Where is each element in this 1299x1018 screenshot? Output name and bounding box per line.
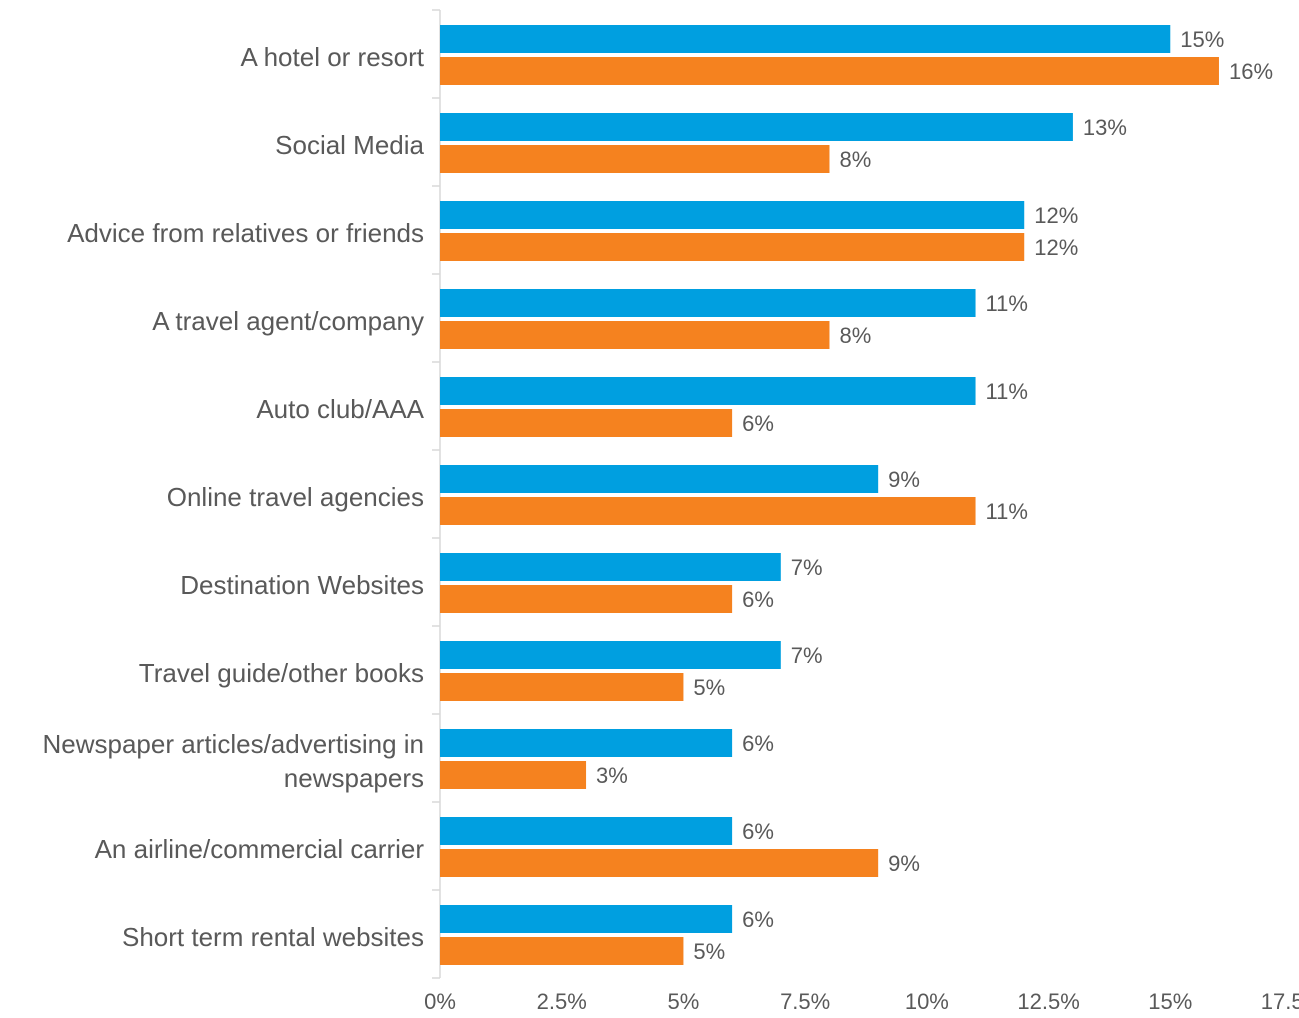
- x-tick-label: 17.5%: [1261, 989, 1299, 1014]
- bar: [440, 905, 733, 933]
- value-label: 6%: [742, 819, 774, 844]
- bar: [440, 761, 587, 789]
- value-label: 5%: [693, 939, 725, 964]
- bar: [440, 729, 733, 757]
- bar: [440, 641, 781, 669]
- category-label: Travel guide/other books: [138, 658, 424, 688]
- bar: [440, 553, 781, 581]
- value-label: 11%: [986, 379, 1028, 404]
- value-label: 15%: [1180, 27, 1224, 52]
- x-tick-label: 10%: [905, 989, 949, 1014]
- x-tick-label: 0%: [424, 989, 456, 1014]
- bar: [440, 25, 1171, 53]
- category-label: A hotel or resort: [240, 42, 424, 72]
- value-label: 9%: [888, 467, 920, 492]
- value-label: 16%: [1229, 59, 1273, 84]
- category-label: A travel agent/company: [152, 306, 424, 336]
- bar: [440, 233, 1025, 261]
- bar: [440, 849, 879, 877]
- value-label: 6%: [742, 411, 774, 436]
- value-label: 5%: [693, 675, 725, 700]
- category-label: Online travel agencies: [166, 482, 424, 512]
- bar: [440, 377, 976, 405]
- value-label: 8%: [839, 147, 871, 172]
- category-label: Advice from relatives or friends: [67, 218, 424, 248]
- bar: [440, 409, 733, 437]
- value-label: 9%: [888, 851, 920, 876]
- value-label: 11%: [986, 291, 1028, 316]
- bar: [440, 201, 1025, 229]
- bar: [440, 289, 976, 317]
- bar: [440, 113, 1073, 141]
- x-tick-label: 12.5%: [1017, 989, 1079, 1014]
- category-label: An airline/commercial carrier: [94, 834, 424, 864]
- bar: [440, 497, 976, 525]
- value-label: 8%: [839, 323, 871, 348]
- bar: [440, 817, 733, 845]
- value-label: 6%: [742, 731, 774, 756]
- bar: [440, 321, 830, 349]
- value-label: 12%: [1034, 235, 1078, 260]
- bar: [440, 465, 879, 493]
- x-tick-label: 5%: [668, 989, 700, 1014]
- value-label: 3%: [596, 763, 628, 788]
- value-label: 12%: [1034, 203, 1078, 228]
- value-label: 7%: [791, 643, 823, 668]
- x-tick-label: 15%: [1148, 989, 1192, 1014]
- x-tick-label: 7.5%: [780, 989, 830, 1014]
- bar: [440, 673, 684, 701]
- category-label: Short term rental websites: [121, 922, 424, 952]
- value-label: 6%: [742, 907, 774, 932]
- value-label: 11%: [986, 499, 1028, 524]
- bar: [440, 937, 684, 965]
- bar: [440, 145, 830, 173]
- category-label: Auto club/AAA: [256, 394, 424, 424]
- value-label: 13%: [1083, 115, 1127, 140]
- x-tick-label: 2.5%: [537, 989, 587, 1014]
- bar: [440, 585, 733, 613]
- category-label: Newspaper articles/advertising in newspa…: [42, 729, 424, 793]
- value-label: 6%: [742, 587, 774, 612]
- category-label: Destination Websites: [180, 570, 424, 600]
- category-label: Social Media: [275, 130, 424, 160]
- bar: [440, 57, 1219, 85]
- value-label: 7%: [791, 555, 823, 580]
